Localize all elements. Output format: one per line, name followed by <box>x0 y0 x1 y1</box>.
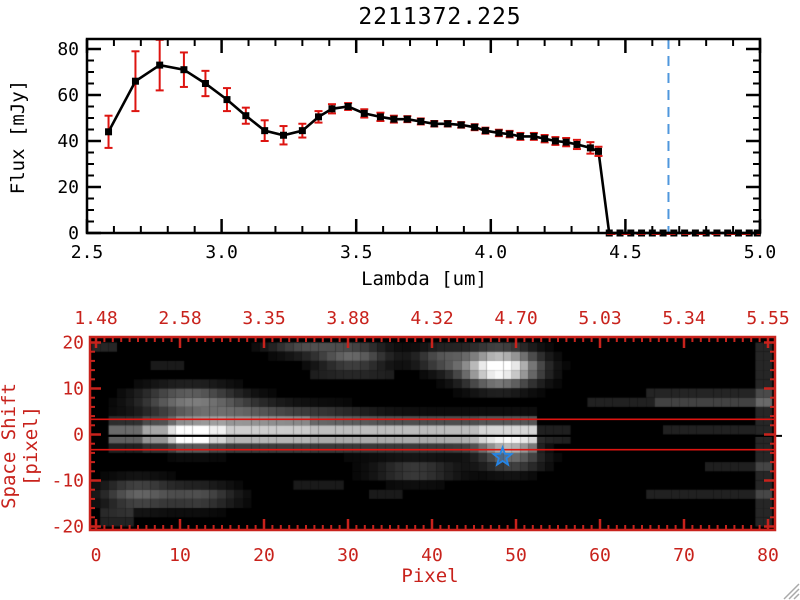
svg-text:20: 20 <box>62 333 84 354</box>
data-point-marker <box>586 144 594 152</box>
data-point-marker <box>444 120 452 128</box>
data-point-marker <box>376 113 384 121</box>
data-point-marker <box>201 80 209 87</box>
data-point-marker <box>242 112 250 120</box>
svg-text:20: 20 <box>57 177 79 198</box>
data-point-marker <box>506 130 514 138</box>
data-point-marker <box>734 229 742 237</box>
space-shift-axis-label: Space Shift [pixel] <box>0 383 42 509</box>
data-point-marker <box>724 229 732 237</box>
data-point-marker <box>360 109 368 117</box>
svg-text:2.58: 2.58 <box>158 308 201 329</box>
svg-text:30: 30 <box>337 545 359 566</box>
svg-text:50: 50 <box>505 545 527 566</box>
data-point-marker <box>417 117 425 125</box>
data-point-marker <box>481 127 489 135</box>
svg-text:60: 60 <box>57 85 79 106</box>
svg-text:2.5: 2.5 <box>71 242 104 263</box>
svg-text:40: 40 <box>421 545 443 566</box>
data-point-marker <box>573 140 581 148</box>
svg-text:5.55: 5.55 <box>746 308 789 329</box>
data-point-marker <box>605 229 613 237</box>
data-point-marker <box>659 229 667 237</box>
data-point-marker <box>315 113 323 121</box>
svg-text:10: 10 <box>62 379 84 400</box>
svg-text:80: 80 <box>757 545 779 566</box>
svg-text:60: 60 <box>589 545 611 566</box>
lambda-axis-label: Lambda [um] <box>361 268 487 290</box>
spectrum-curve <box>107 63 758 235</box>
svg-text:-10: -10 <box>51 471 84 492</box>
spectrum-plot: 2.5 3.0 3.5 4.0 4.5 5.0 0 20 40 60 80 <box>57 37 777 263</box>
data-point-marker <box>390 115 398 123</box>
svg-text:5.0: 5.0 <box>744 242 777 263</box>
svg-text:10: 10 <box>169 545 191 566</box>
data-point-marker <box>638 229 646 237</box>
data-point-marker <box>280 131 288 139</box>
data-point-marker <box>594 147 602 155</box>
data-point-marker <box>616 229 624 237</box>
data-point-marker <box>551 137 559 145</box>
svg-text:3.35: 3.35 <box>242 308 285 329</box>
svg-text:5.03: 5.03 <box>578 308 621 329</box>
svg-text:70: 70 <box>673 545 695 566</box>
data-point-marker <box>627 229 635 237</box>
data-point-marker <box>344 103 352 110</box>
data-point-marker <box>541 135 549 143</box>
data-point-marker <box>681 229 689 237</box>
data-point-marker <box>430 120 438 128</box>
data-point-marker <box>670 229 678 237</box>
data-point-marker <box>745 229 753 237</box>
data-point-marker <box>713 229 721 237</box>
svg-text:0: 0 <box>91 545 102 566</box>
data-point-marker <box>495 129 503 137</box>
data-point-marker <box>403 115 411 123</box>
data-point-marker <box>691 229 699 237</box>
data-point-marker <box>223 96 231 104</box>
flux-axis-label: Flux [mJy] <box>7 79 29 195</box>
svg-text:40: 40 <box>57 131 79 152</box>
data-point-marker <box>530 132 538 140</box>
trace-image <box>91 338 774 529</box>
data-point-marker <box>298 127 306 135</box>
data-point-marker <box>328 105 336 113</box>
resize-grip-icon[interactable] <box>778 578 800 600</box>
data-point-marker <box>131 77 139 85</box>
data-point-marker <box>753 229 761 237</box>
svg-text:3.5: 3.5 <box>340 242 373 263</box>
page-title: 2211372.225 <box>358 4 522 30</box>
svg-text:3.88: 3.88 <box>326 308 369 329</box>
data-point-marker <box>457 121 465 129</box>
svg-text:1.48: 1.48 <box>74 308 117 329</box>
svg-text:-20: -20 <box>51 517 84 538</box>
svg-text:4.32: 4.32 <box>410 308 453 329</box>
data-point-marker <box>562 138 570 146</box>
svg-text:3.0: 3.0 <box>205 242 238 263</box>
svg-text:4.70: 4.70 <box>494 308 537 329</box>
data-point-marker <box>156 61 164 69</box>
data-point-marker <box>471 123 479 131</box>
svg-text:5.34: 5.34 <box>662 308 705 329</box>
data-point-marker <box>105 128 113 136</box>
svg-text:0: 0 <box>68 223 79 244</box>
svg-text:80: 80 <box>57 39 79 60</box>
svg-text:4.5: 4.5 <box>609 242 642 263</box>
data-point-marker <box>180 66 188 74</box>
data-point-marker <box>261 127 269 135</box>
svg-text:4.0: 4.0 <box>475 242 508 263</box>
pixel-axis-label: Pixel <box>401 565 459 587</box>
data-point-marker <box>702 229 710 237</box>
data-point-marker <box>516 132 524 140</box>
svg-text:0: 0 <box>73 425 84 446</box>
svg-text:20: 20 <box>253 545 275 566</box>
data-point-marker <box>648 229 656 237</box>
